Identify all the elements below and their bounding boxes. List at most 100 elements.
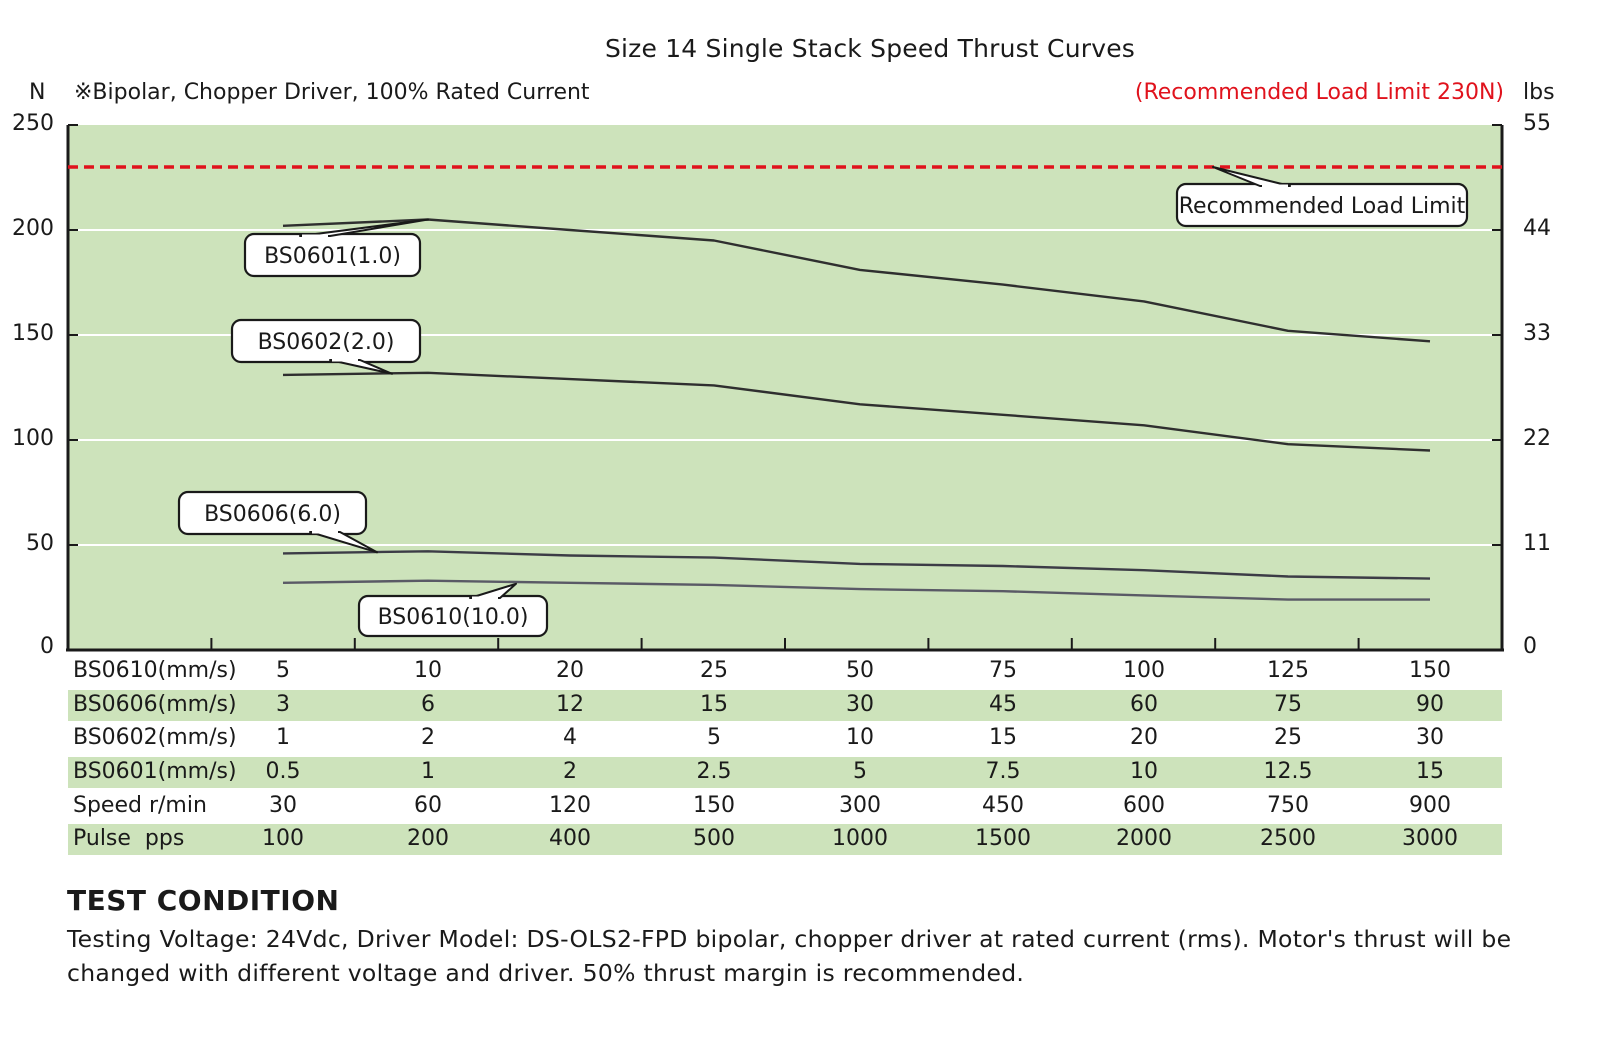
table-cell: 30 — [846, 692, 874, 717]
table-cell: 30 — [1416, 725, 1444, 750]
table-cell: 0.5 — [265, 759, 301, 784]
table-cell: 75 — [1274, 692, 1302, 717]
table-row: Speed r/min 30 60 120 150 300 450 600 750 900 — [68, 791, 1502, 822]
table-cell: 400 — [549, 826, 591, 851]
table-cell: 2500 — [1260, 826, 1316, 851]
table-cell: 20 — [556, 658, 584, 683]
table-cell: 60 — [1130, 692, 1158, 717]
table-cell: 60 — [414, 793, 442, 818]
table-cell: 500 — [693, 826, 735, 851]
right-tick-label: 0 — [1523, 634, 1537, 659]
table-cell: 5 — [853, 759, 867, 784]
left-tick-label: 100 — [12, 426, 54, 451]
row-label: BS0610(mm/s) — [73, 658, 237, 683]
table-cell: 7.5 — [985, 759, 1021, 784]
table-cell: 20 — [1130, 725, 1158, 750]
table-cell: 750 — [1267, 793, 1309, 818]
right-tick-label: 22 — [1523, 426, 1551, 451]
table-row: BS0602(mm/s) 1 2 4 5 10 15 20 25 30 — [68, 723, 1502, 754]
table-cell: 30 — [269, 793, 297, 818]
table-row: Pulse pps 100 200 400 500 1000 1500 2000 2500 300… — [68, 824, 1502, 855]
table-cell: 2.5 — [696, 759, 732, 784]
row-label: BS0606(mm/s) — [73, 692, 237, 717]
series-line-0 — [282, 218, 1431, 343]
right-tick-label: 44 — [1523, 216, 1551, 241]
left-axis-unit: N — [29, 80, 46, 105]
table-cell: 900 — [1409, 793, 1451, 818]
table-cell: 3000 — [1402, 826, 1458, 851]
left-tick-label: 50 — [26, 531, 54, 556]
recommended-limit-note: (Recommended Load Limit 230N) — [1134, 80, 1504, 105]
callout-label: BS0606(6.0) — [204, 502, 341, 527]
row-label: BS0601(mm/s) — [73, 759, 237, 784]
table-cell: 15 — [989, 725, 1017, 750]
callout-label: Recommended Load Limit — [1179, 194, 1466, 219]
table-cell: 10 — [846, 725, 874, 750]
table-cell: 1500 — [975, 826, 1031, 851]
row-label: Speed r/min — [73, 793, 207, 818]
table-cell: 10 — [414, 658, 442, 683]
table-cell: 150 — [693, 793, 735, 818]
chart-title: Size 14 Single Stack Speed Thrust Curves — [604, 34, 1136, 63]
table-cell: 10 — [1130, 759, 1158, 784]
row-label: Pulse pps — [73, 826, 185, 851]
test-condition-text: Testing Voltage: 24Vdc, Driver Model: DS… — [67, 925, 1512, 987]
table-cell: 450 — [982, 793, 1024, 818]
table-cell: 50 — [846, 658, 874, 683]
table-cell: 120 — [549, 793, 591, 818]
table-cell: 600 — [1123, 793, 1165, 818]
table-cell: 100 — [1123, 658, 1165, 683]
table-cell: 150 — [1409, 658, 1451, 683]
table-cell: 2000 — [1116, 826, 1172, 851]
table-cell: 45 — [989, 692, 1017, 717]
table-cell: 6 — [421, 692, 435, 717]
callout-box — [177, 490, 368, 536]
callout-label: BS0601(1.0) — [264, 244, 401, 269]
table-cell: 100 — [262, 826, 304, 851]
table-cell: 4 — [563, 725, 577, 750]
table-cell: 15 — [700, 692, 728, 717]
table-cell: 2 — [563, 759, 577, 784]
right-tick-label: 55 — [1523, 111, 1551, 136]
left-tick-label: 150 — [12, 321, 54, 346]
table-cell: 200 — [407, 826, 449, 851]
callout-label: BS0602(2.0) — [258, 330, 395, 355]
table-row: BS0606(mm/s) 3 6 12 15 30 45 60 75 90 — [68, 690, 1502, 721]
table-cell: 300 — [839, 793, 881, 818]
table-cell: 5 — [276, 658, 290, 683]
right-tick-label: 33 — [1523, 321, 1551, 346]
right-axis-unit: lbs — [1523, 80, 1555, 105]
table-cell: 1000 — [832, 826, 888, 851]
row-label: BS0602(mm/s) — [73, 725, 237, 750]
table-cell: 90 — [1416, 692, 1444, 717]
callout-box — [1175, 182, 1469, 228]
table-cell: 2 — [421, 725, 435, 750]
table-row: BS0601(mm/s) 0.5 1 2 2.5 5 7.5 10 12.5 15 — [68, 757, 1502, 788]
table-cell: 5 — [707, 725, 721, 750]
series-line-1 — [282, 371, 1431, 452]
table-cell: 1 — [276, 725, 290, 750]
right-tick-label: 11 — [1523, 531, 1551, 556]
callout-box — [357, 594, 549, 638]
table-cell: 12.5 — [1263, 759, 1313, 784]
series-line-3 — [282, 579, 1430, 601]
test-condition-heading: TEST CONDITION — [67, 884, 340, 917]
callout-box — [230, 318, 422, 364]
table-cell: 15 — [1416, 759, 1444, 784]
table-row: BS0610(mm/s) 5 10 20 25 50 75 100 125 150 — [68, 656, 1502, 687]
table-cell: 1 — [421, 759, 435, 784]
driver-note: ※Bipolar, Chopper Driver, 100% Rated Cur… — [74, 80, 590, 105]
axes — [66, 124, 1504, 652]
series-line-2 — [282, 550, 1431, 580]
table-cell: 25 — [700, 658, 728, 683]
table-cell: 125 — [1267, 658, 1309, 683]
table-cell: 25 — [1274, 725, 1302, 750]
table-cell: 3 — [276, 692, 290, 717]
left-tick-label: 0 — [40, 634, 54, 659]
callout-label: BS0610(10.0) — [378, 605, 529, 630]
left-tick-label: 200 — [12, 216, 54, 241]
callout-layer: BS0601(1.0) BS0602(2.0) BS0606(6.0) BS0610(… — [177, 166, 1469, 638]
series-layer — [282, 218, 1431, 601]
left-tick-label: 250 — [12, 111, 54, 136]
